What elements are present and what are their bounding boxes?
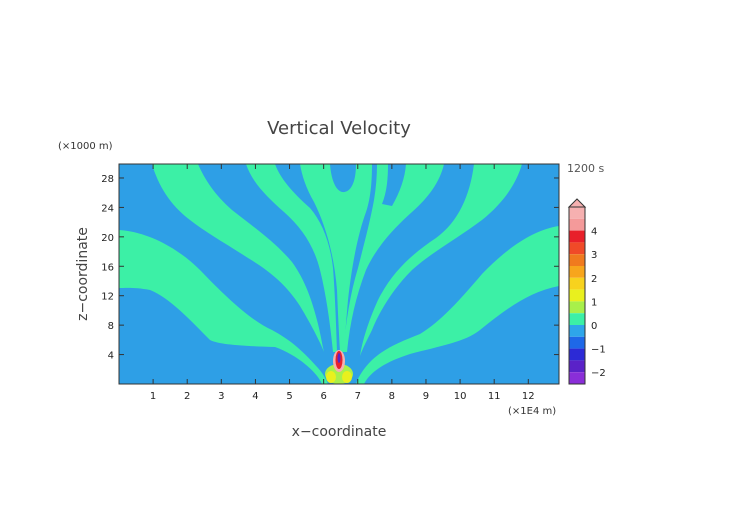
positive-band-right-inner [343, 164, 444, 352]
positive-band-left-upper [152, 164, 324, 352]
chart-title: Vertical Velocity [267, 118, 411, 139]
y-tick-label: 8 [108, 321, 114, 332]
colorbar-band [569, 242, 585, 255]
x-tick-label: 7 [355, 391, 361, 402]
x-axis-label: x−coordinate [292, 424, 387, 440]
colorbar-band [569, 289, 585, 302]
colorbar-band [569, 372, 585, 384]
core-neck-center [337, 353, 341, 363]
colorbar-frame [568, 206, 586, 385]
colorbar-tick-label: 2 [591, 274, 597, 285]
colorbar: 4 3 2 1 0 −1 −2 [567, 198, 606, 385]
time-label: 1200 s [567, 162, 604, 175]
colorbar-overflow-arrow [567, 198, 587, 208]
positive-band-left-outer [119, 230, 328, 384]
positive-band-left-inner [246, 164, 337, 352]
y-tick-label: 24 [101, 203, 114, 214]
x-tick-label: 2 [184, 391, 190, 402]
y-axis-ticks: 4 8 12 16 20 24 28 [101, 174, 559, 362]
colorbar-band [569, 218, 585, 231]
positive-velocity-bands [119, 164, 559, 384]
positive-band-right-upper [360, 164, 522, 356]
core-yellow-left [326, 371, 336, 383]
x-tick-label: 6 [320, 391, 326, 402]
y-axis-label: z−coordinate [75, 227, 91, 321]
x-tick-label: 3 [218, 391, 224, 402]
colorbar-band [569, 360, 585, 373]
colorbar-band [569, 266, 585, 278]
y-tick-label: 28 [101, 174, 114, 185]
colorbar-tick-label: 1 [591, 297, 597, 308]
y-tick-label: 12 [101, 292, 114, 303]
y-tick-label: 16 [101, 262, 114, 273]
colorbar-band [569, 336, 585, 349]
x-tick-label: 8 [389, 391, 395, 402]
colorbar-tick-label: −1 [591, 345, 606, 356]
colorbar-tick-label: −2 [591, 368, 606, 379]
updraft-core [325, 350, 353, 384]
colorbar-tick-label: 3 [591, 250, 597, 261]
colorbar-band [569, 207, 585, 219]
y-tick-label: 20 [101, 233, 114, 244]
x-tick-label: 10 [454, 391, 467, 402]
x-axis-ticks: 1 2 3 4 5 6 7 8 9 10 11 12 [150, 164, 535, 402]
x-tick-label: 4 [252, 391, 258, 402]
colorbar-tick-label: 0 [591, 321, 597, 332]
y-unit-label: (×1000 m) [58, 141, 113, 152]
x-unit-label: (×1E4 m) [508, 406, 556, 417]
colorbar-band [569, 325, 585, 337]
x-tick-label: 12 [522, 391, 535, 402]
colorbar-tick-label: 4 [591, 227, 597, 238]
colorbar-band [569, 348, 585, 361]
x-tick-label: 9 [423, 391, 429, 402]
plot-frame [118, 163, 560, 385]
y-tick-label: 4 [108, 351, 114, 362]
colorbar-band [569, 301, 585, 314]
colorbar-band [569, 230, 585, 243]
core-yellow-right [342, 371, 352, 383]
x-tick-label: 11 [488, 391, 501, 402]
positive-band-right-outer [356, 226, 559, 384]
x-tick-label: 5 [286, 391, 292, 402]
positive-band-center [300, 164, 372, 352]
colorbar-band [569, 277, 585, 290]
colorbar-band [569, 254, 585, 266]
colorbar-band [569, 313, 585, 325]
x-tick-label: 1 [150, 391, 156, 402]
